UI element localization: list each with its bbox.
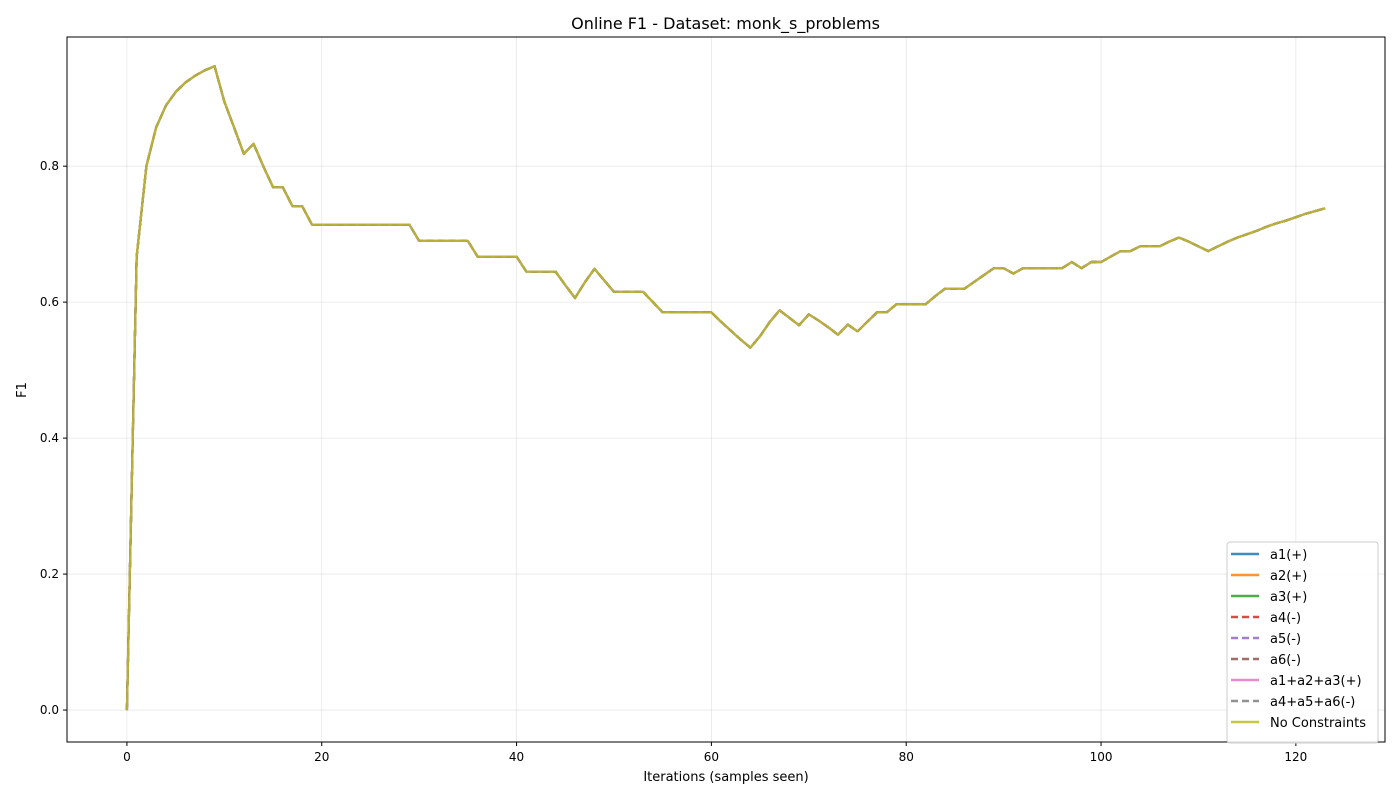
- y-tick-label: 0.4: [40, 431, 59, 445]
- y-tick-label: 0.6: [40, 295, 59, 309]
- x-tick-label: 20: [314, 750, 329, 764]
- chart-title: Online F1 - Dataset: monk_s_problems: [571, 14, 880, 34]
- plot-frame: [66, 36, 1386, 743]
- x-tick-label: 120: [1284, 750, 1307, 764]
- x-tick-label: 60: [704, 750, 719, 764]
- y-tick-label: 0.8: [40, 159, 59, 173]
- y-axis-title: F1: [15, 382, 30, 398]
- y-tick-label: 0.0: [40, 703, 59, 717]
- x-tick-label: 0: [123, 750, 131, 764]
- x-tick-label: 40: [509, 750, 524, 764]
- legend-label: a4(-): [1270, 611, 1301, 626]
- x-tick-label: 100: [1090, 750, 1113, 764]
- y-axis: 0.0 0.2 0.4 0.6 0.8: [40, 159, 67, 717]
- legend-label: a3(+): [1270, 590, 1307, 605]
- legend-label: a1(+): [1270, 548, 1307, 563]
- grid-lines: [67, 37, 1385, 742]
- x-axis: 0 20 40 60 80 100 120: [123, 742, 1307, 764]
- legend-label: a1+a2+a3(+): [1270, 674, 1362, 689]
- x-tick-label: 80: [899, 750, 914, 764]
- series-line-no-constraints: [125, 65, 1326, 711]
- series-lines: [125, 65, 1326, 711]
- legend-label: No Constraints: [1270, 716, 1366, 731]
- legend-label: a4+a5+a6(-): [1270, 695, 1355, 710]
- y-tick-label: 0.2: [40, 567, 59, 581]
- x-axis-title: Iterations (samples seen): [643, 770, 808, 785]
- legend: a1(+) a2(+) a3(+) a4(-) a5(-) a6(-) a1+a2+a3(+…: [1226, 541, 1379, 744]
- legend-label: a6(-): [1270, 653, 1301, 668]
- legend-box: [1226, 541, 1379, 744]
- legend-label: a2(+): [1270, 569, 1307, 584]
- legend-label: a5(-): [1270, 632, 1301, 647]
